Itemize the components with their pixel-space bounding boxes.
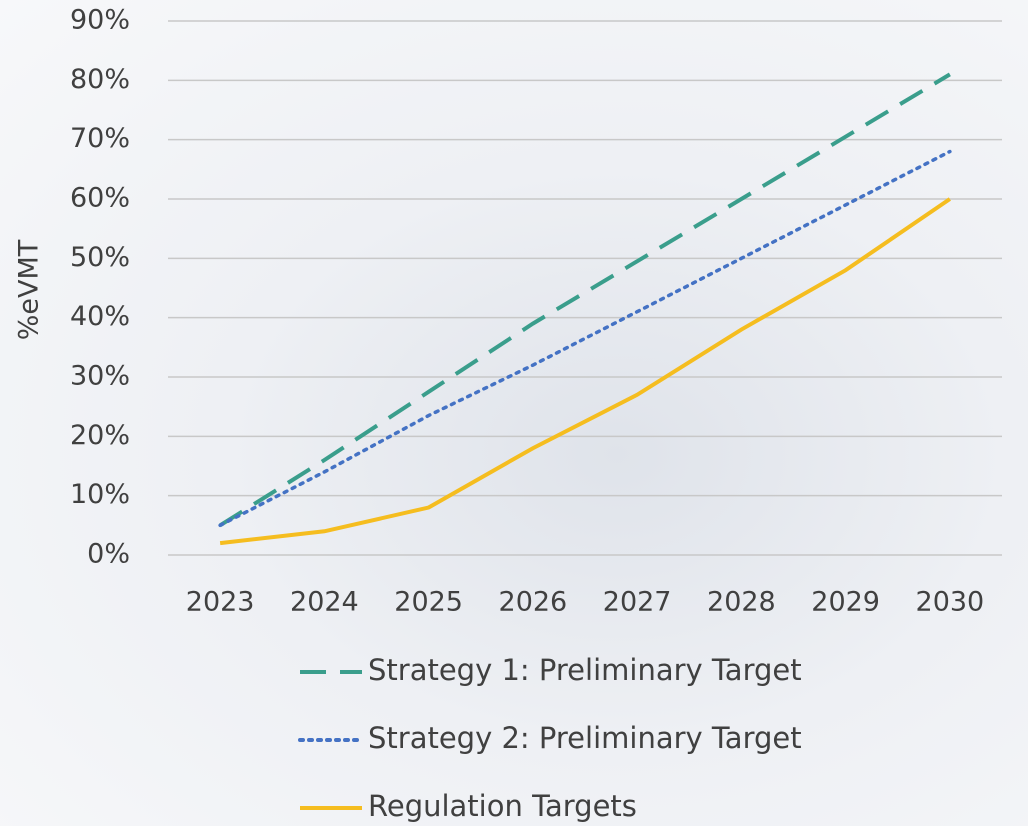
y-axis-label: %eVMT bbox=[14, 239, 45, 340]
y-tick-label: 10% bbox=[70, 479, 130, 510]
data-line bbox=[218, 149, 952, 528]
y-tick-label: 40% bbox=[70, 301, 130, 332]
x-tick-label: 2027 bbox=[603, 587, 672, 618]
x-tick-label: 2026 bbox=[499, 587, 568, 618]
y-tick-label: 60% bbox=[70, 183, 130, 214]
x-tick-label: 2029 bbox=[811, 587, 880, 618]
y-tick-label: 0% bbox=[87, 539, 130, 570]
y-tick-label: 30% bbox=[70, 361, 130, 392]
x-tick-label: 2023 bbox=[186, 587, 255, 618]
y-tick-label: 70% bbox=[70, 123, 130, 154]
data-line bbox=[219, 72, 951, 528]
x-tick-label: 2025 bbox=[394, 587, 463, 618]
y-tick-label: 80% bbox=[70, 64, 130, 95]
y-tick-label: 50% bbox=[70, 242, 130, 273]
legend-label: Strategy 2: Preliminary Target bbox=[368, 721, 802, 755]
x-tick-label: 2024 bbox=[290, 587, 359, 618]
legend-label: Regulation Targets bbox=[368, 789, 637, 823]
data-line bbox=[219, 197, 952, 546]
x-tick-label: 2028 bbox=[707, 587, 776, 618]
x-tick-label: 2030 bbox=[916, 587, 985, 618]
y-tick-label: 90% bbox=[70, 5, 130, 36]
legend-label: Strategy 1: Preliminary Target bbox=[368, 653, 802, 687]
y-tick-label: 20% bbox=[70, 420, 130, 451]
